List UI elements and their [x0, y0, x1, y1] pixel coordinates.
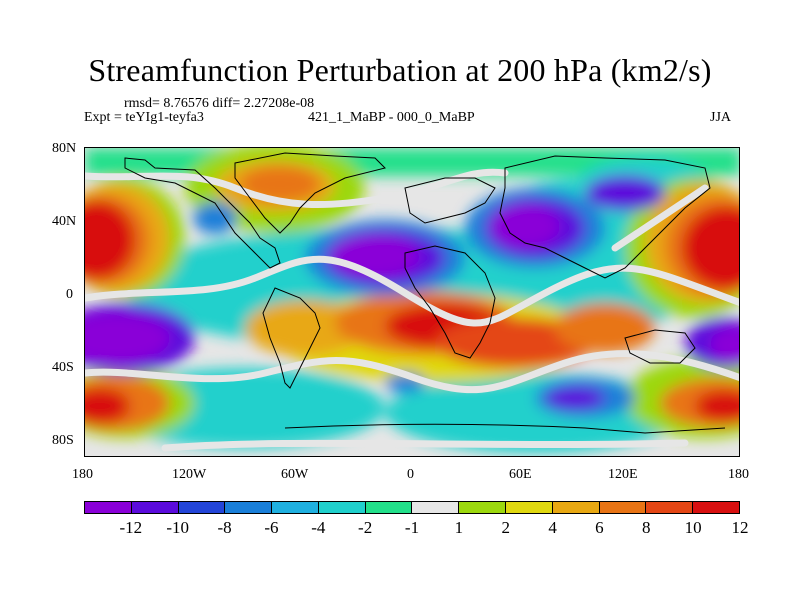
lat-label-40n: 40N [52, 214, 77, 229]
lat-label-80n: 80N [52, 141, 77, 156]
coastlines [124, 152, 726, 434]
colorbar-label: 2 [501, 518, 510, 537]
colorbar-swatch [225, 502, 273, 513]
lat-label-eq: 0 [66, 287, 73, 302]
colorbar-swatch [178, 502, 226, 513]
lon-label-180w: 180 [72, 467, 93, 482]
colorbar-label: 12 [731, 518, 749, 537]
expt-label: Expt = teYIg1-teyfa3 [84, 110, 204, 125]
colorbar-label: 8 [642, 518, 651, 537]
colorbar-label: -4 [311, 518, 326, 537]
map-plot [84, 147, 740, 457]
colorbar-label: 1 [454, 518, 464, 537]
streamfunction-field [85, 148, 739, 453]
colorbar-swatch [459, 502, 507, 513]
colorbar-swatch [599, 502, 647, 513]
colorbar-swatch [131, 502, 179, 513]
colorbar-label: -12 [119, 518, 143, 537]
lon-label-120e: 120E [608, 467, 638, 482]
colorbar-swatch [506, 502, 553, 513]
rmsd-line: rmsd= 8.76576 diff= 2.27208e-08 [124, 96, 315, 111]
chart-title: Streamfunction Perturbation at 200 hPa (… [88, 52, 712, 88]
colorbar-label: -1 [404, 518, 420, 537]
lat-label-40s: 40S [52, 360, 74, 375]
colorbar-swatch [318, 502, 366, 513]
colorbar-swatch [272, 502, 319, 513]
case-label: 421_1_MaBP - 000_0_MaBP [308, 110, 475, 125]
colorbar-label: 6 [595, 518, 604, 537]
season-label: JJA [710, 110, 732, 125]
lat-label-80s: 80S [52, 433, 74, 448]
zero-contours [85, 168, 739, 452]
colorbar-label: -6 [264, 518, 279, 537]
colorbar-swatch [693, 502, 739, 513]
colorbar [84, 501, 740, 514]
colorbar-swatch [552, 502, 600, 513]
colorbar-swatch [646, 502, 694, 513]
lon-label-180e: 180 [728, 467, 749, 482]
colorbar-label: 10 [684, 518, 702, 537]
colorbar-swatch [85, 502, 132, 513]
colorbar-label: -2 [358, 518, 373, 537]
colorbar-label: -10 [166, 518, 190, 537]
colorbar-label: -8 [217, 518, 232, 537]
colorbar-swatch [365, 502, 413, 513]
colorbar-label: 4 [548, 518, 557, 537]
colorbar-swatch [412, 502, 460, 513]
lon-label-60e: 60E [509, 467, 532, 482]
lon-label-120w: 120W [172, 467, 207, 482]
lon-label-0: 0 [407, 467, 414, 482]
lon-label-60w: 60W [281, 467, 309, 482]
